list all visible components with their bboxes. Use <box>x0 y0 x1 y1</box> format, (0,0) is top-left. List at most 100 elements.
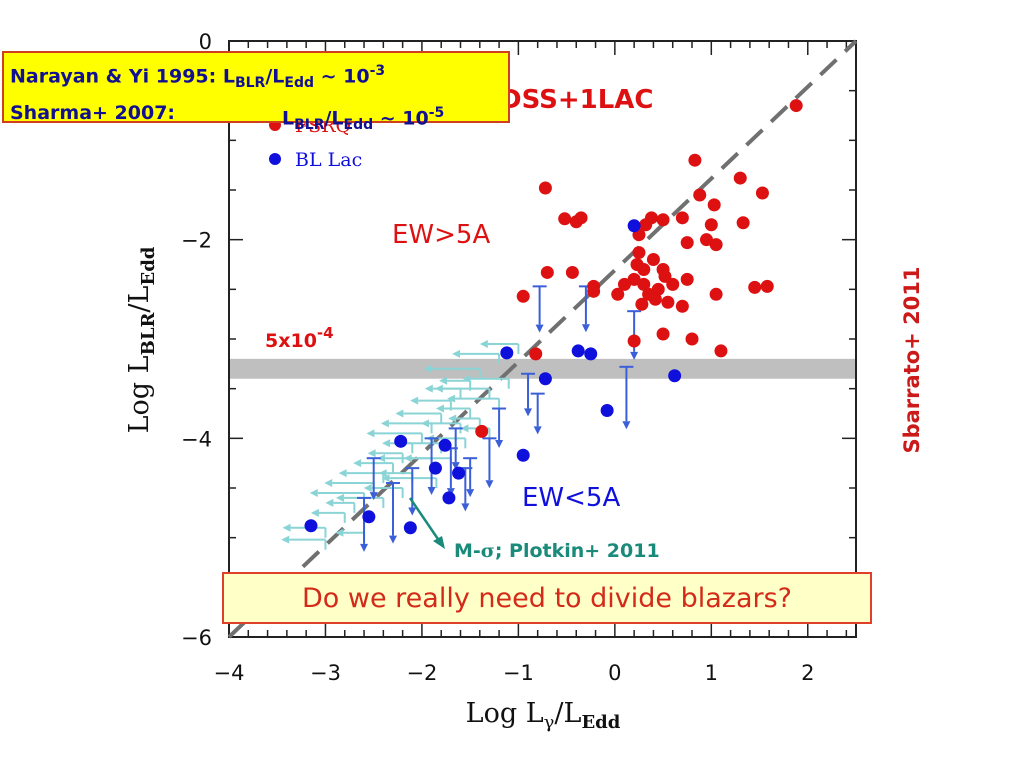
x-tick-label: −2 <box>406 661 437 685</box>
bllac-point <box>394 434 408 448</box>
plotkin-pointer-head <box>433 536 445 549</box>
fsrq-point <box>661 295 675 309</box>
note-line-sharma: Sharma+ 2007: LBLR/LEdd ~ 10-5 <box>10 102 445 134</box>
plotkin-limit-arrowhead <box>447 394 456 403</box>
bllac-point <box>538 372 552 386</box>
plotkin-limit-arrowhead <box>434 384 443 393</box>
fsrq-point <box>617 277 631 291</box>
plotkin-limit-arrowhead <box>335 528 344 537</box>
upper-limit-arrowhead <box>622 421 631 430</box>
plotkin-limit-arrowhead <box>367 449 376 458</box>
bllac-point <box>428 461 442 475</box>
bllac-point <box>571 344 585 358</box>
fsrq-point <box>707 198 721 212</box>
bllac-point <box>362 510 376 524</box>
threshold-label-exp: -4 <box>317 324 334 342</box>
plotkin-limit-arrowhead <box>335 493 344 502</box>
plotkin-limit-arrowhead <box>448 414 457 423</box>
axis-tick-labels: −4 −3 −2 −1 0 1 2−6−4−20 <box>181 30 814 685</box>
bllac-point <box>304 519 318 533</box>
fsrq-point <box>709 287 723 301</box>
plotkin-limit-arrowhead <box>281 535 290 544</box>
fsrq-point <box>755 186 769 200</box>
plotkin-limit-arrowhead <box>282 523 291 532</box>
plotkin-limit-arrowhead <box>452 349 461 358</box>
question-banner: Do we really need to divide blazars? <box>222 572 872 624</box>
fsrq-point <box>714 344 728 358</box>
legend-title: DSS+1LAC <box>500 85 654 115</box>
upper-limit-arrowhead <box>630 351 639 360</box>
threshold-band <box>230 358 855 379</box>
x-axis-title: Log Lγ/LEdd <box>466 698 621 733</box>
fsrq-point <box>635 297 649 311</box>
plotkin-limit-arrowhead <box>462 374 471 383</box>
data-points <box>304 99 803 535</box>
fsrq-point <box>651 282 665 296</box>
bllac-point <box>403 521 417 535</box>
fsrq-point <box>688 153 702 167</box>
fsrq-point <box>627 272 641 286</box>
x-tick-label: 0 <box>608 661 621 685</box>
legend-bllac-label: BL Lac <box>295 149 362 171</box>
legend-bllac-marker <box>269 153 281 165</box>
upper-limit-arrowhead <box>535 324 544 333</box>
plotkin-limit-arrowhead <box>439 376 448 385</box>
plotkin-label: M-σ; Plotkin+ 2011 <box>454 540 660 562</box>
plotkin-limit-arrowhead <box>420 419 429 428</box>
bllac-point <box>500 346 514 360</box>
fsrq-point <box>632 246 646 260</box>
fsrq-point <box>748 280 762 294</box>
fsrq-point <box>558 212 572 226</box>
plotkin-limit-arrowhead <box>353 459 362 468</box>
upper-limit-arrowhead <box>495 440 504 449</box>
threshold-label: 5x10-4 <box>265 324 334 352</box>
bllac-point <box>668 369 682 383</box>
plotkin-limit-arrowhead <box>377 454 386 463</box>
plotkin-limit-arrowhead <box>325 498 334 507</box>
y-tick-label: −4 <box>181 427 212 451</box>
y-tick-label: −6 <box>181 626 212 650</box>
plotkin-pointer <box>408 497 442 543</box>
plotkin-limit-arrowhead <box>424 384 433 393</box>
x-tick-label: −1 <box>503 661 534 685</box>
plotkin-limit-arrowhead <box>423 364 432 373</box>
fsrq-point <box>709 238 723 252</box>
fsrq-point <box>685 332 699 346</box>
fsrq-point <box>680 272 694 286</box>
fsrq-point <box>699 233 713 247</box>
x-tick-label: 1 <box>705 661 718 685</box>
plotkin-limit-arrowhead <box>309 488 318 497</box>
plotkin-limit-arrowhead <box>338 469 347 478</box>
upper-limit-arrowhead <box>427 487 436 496</box>
upper-limit-arrowhead <box>369 492 378 501</box>
ew-low-label: EW<5A <box>522 483 620 513</box>
plotkin-limit-arrowhead <box>324 479 333 488</box>
plotkin-limit-arrowhead <box>403 454 412 463</box>
x-tick-label: −3 <box>310 661 341 685</box>
bllac-point <box>438 438 452 452</box>
upper-limit-arrowhead <box>524 408 533 417</box>
plotkin-limit-arrowhead <box>310 508 319 517</box>
fsrq-point <box>529 347 543 361</box>
fsrq-point <box>627 334 641 348</box>
fsrq-point <box>646 253 660 267</box>
fsrq-point <box>516 289 530 303</box>
ew-high-label: EW>5A <box>392 220 490 250</box>
theory-note-box: Narayan & Yi 1995: LBLR/LEdd ~ 10-3 Shar… <box>2 51 510 133</box>
plotkin-limit-arrowhead <box>366 429 375 438</box>
upper-limit-arrowhead <box>485 480 494 489</box>
fsrq-point <box>693 188 707 202</box>
plotkin-limit-arrowhead <box>460 424 469 433</box>
bllac-point <box>442 491 456 505</box>
fsrq-point <box>680 236 694 250</box>
note-line-narayan: Narayan & Yi 1995: LBLR/LEdd ~ 10-3 <box>10 63 386 92</box>
plotkin-limit-arrowhead <box>410 396 419 405</box>
y-tick-label: −2 <box>181 229 212 253</box>
y-axis-title: Log LBLR/LEdd <box>124 246 159 433</box>
upper-limit-arrowhead <box>408 507 417 516</box>
fsrq-point <box>760 279 774 293</box>
x-tick-label: −4 <box>214 661 245 685</box>
fsrq-point <box>675 299 689 313</box>
fsrq-point <box>475 424 489 438</box>
y-tick-label: 0 <box>199 30 212 54</box>
